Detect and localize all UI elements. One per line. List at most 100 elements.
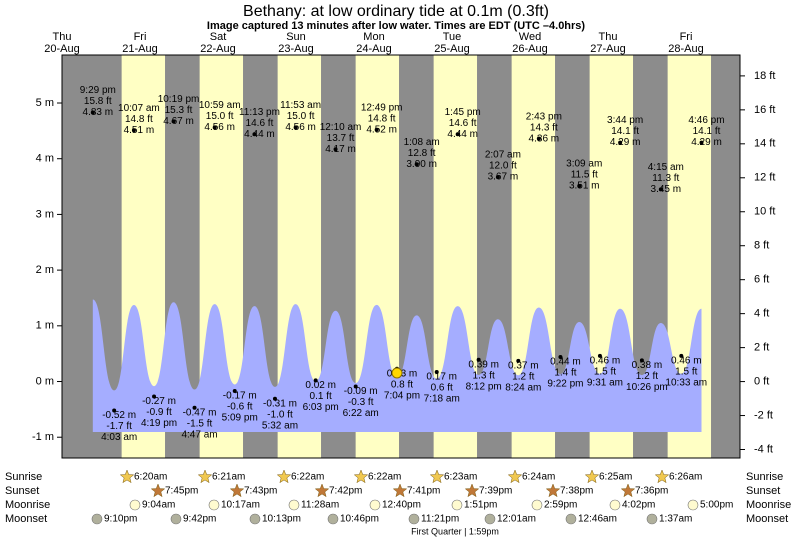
sun-icon xyxy=(507,469,523,484)
extreme-label: 3.67 m xyxy=(488,172,519,183)
moon-icon xyxy=(208,499,220,511)
extreme-label: 3:44 pm xyxy=(607,115,643,126)
extreme-label: 1:45 pm xyxy=(445,107,481,118)
moonset-time: 12:01am xyxy=(497,514,536,525)
extreme-label: 15.0 ft xyxy=(287,111,315,122)
extreme-dot xyxy=(455,132,460,137)
moon-icon xyxy=(170,513,182,525)
day-date: 28-Aug xyxy=(668,43,703,55)
moonset-time: 9:42pm xyxy=(183,514,216,525)
moonrise-time: 1:51pm xyxy=(464,500,497,511)
extreme-dot xyxy=(152,394,157,399)
extreme-label: 4:03 am xyxy=(101,432,137,443)
extreme-dot xyxy=(597,353,602,358)
extreme-label: 4.83 m xyxy=(83,107,114,118)
moon-icon xyxy=(687,499,699,511)
extreme-dot xyxy=(414,162,419,167)
extreme-label: 0.46 m xyxy=(590,356,621,367)
extreme-label: 4.56 m xyxy=(204,122,235,133)
sunset-time: 7:42pm xyxy=(329,486,362,497)
extreme-label: -1.5 ft xyxy=(187,418,213,429)
y-tick-label: -1 m xyxy=(32,431,54,443)
extreme-label: 9:31 am xyxy=(587,378,623,389)
extreme-label: 1.4 ft xyxy=(554,368,576,379)
y-tick-label: 1 m xyxy=(36,320,54,332)
moon-icon xyxy=(565,513,577,525)
extreme-label: 1.5 ft xyxy=(594,367,616,378)
extreme-dot xyxy=(495,175,500,180)
day-date: 27-Aug xyxy=(590,43,625,55)
row-label: Sunrise xyxy=(5,471,42,483)
y2-tick-label: 10 ft xyxy=(754,206,775,218)
row-label: Moonrise xyxy=(5,499,50,511)
moonset-time: 11:21pm xyxy=(421,514,459,525)
sun-icon xyxy=(392,483,408,498)
extreme-label: 12:10 am xyxy=(320,122,362,133)
extreme-label: 6:03 pm xyxy=(303,402,339,413)
sun-icon xyxy=(464,483,480,498)
extreme-label: 4.44 m xyxy=(447,129,478,140)
extreme-label: 2:07 am xyxy=(485,150,521,161)
extreme-label: 11:53 am xyxy=(280,100,321,111)
day-name: Mon xyxy=(363,31,384,43)
extreme-label: 14.3 ft xyxy=(530,122,558,133)
moon-icon xyxy=(451,499,463,511)
moon-icon xyxy=(484,513,496,525)
sun-icon xyxy=(314,483,330,498)
plot-frame xyxy=(61,54,741,459)
extreme-label: 5:32 am xyxy=(262,420,298,431)
extreme-label: 4.56 m xyxy=(285,122,316,133)
sunrise-time: 6:25am xyxy=(599,472,632,483)
extreme-label: 10:26 pm xyxy=(626,382,668,393)
moon-phase: First Quarter | 1:59pm xyxy=(411,526,499,536)
extreme-dot xyxy=(618,140,623,145)
row-label: Moonset xyxy=(5,513,47,525)
extreme-dot xyxy=(252,132,257,137)
moon-icon xyxy=(609,499,621,511)
extreme-label: 0.38 m xyxy=(632,360,663,371)
extreme-label: 0.17 m xyxy=(426,372,457,383)
extreme-label: 6:22 am xyxy=(343,408,379,419)
sunrise-time: 6:22am xyxy=(368,472,401,483)
moonset-time: 9:10pm xyxy=(104,514,137,525)
extreme-label: 3:09 am xyxy=(566,159,602,170)
extreme-dot xyxy=(272,396,277,401)
extreme-label: -0.17 m xyxy=(223,391,257,402)
day-name: Thu xyxy=(53,31,72,43)
extreme-label: 15.3 ft xyxy=(165,105,193,116)
day-name: Fri xyxy=(134,31,147,43)
extreme-label: 11:13 pm xyxy=(239,107,280,118)
sunset-time: 7:38pm xyxy=(560,486,593,497)
sunrise-time: 6:21am xyxy=(212,472,245,483)
day-name: Fri xyxy=(680,31,693,43)
row-label: Moonset xyxy=(746,513,788,525)
extreme-label: 4:46 pm xyxy=(688,115,724,126)
moonset-time: 10:13pm xyxy=(262,514,301,525)
extreme-label: 14.8 ft xyxy=(125,114,153,125)
extreme-label: -0.6 ft xyxy=(227,402,253,413)
extreme-label: 2:43 pm xyxy=(526,111,562,122)
extreme-dot xyxy=(232,388,237,393)
extreme-label: 10:19 pm xyxy=(158,94,200,105)
extreme-label: 14.1 ft xyxy=(693,126,721,137)
extreme-dot xyxy=(112,408,117,413)
row-label: Sunset xyxy=(5,485,39,497)
sunset-time: 7:41pm xyxy=(407,486,440,497)
y-tick-label: 3 m xyxy=(36,208,54,220)
sunset-time: 7:43pm xyxy=(244,486,277,497)
extreme-label: 4.67 m xyxy=(163,116,194,127)
extreme-dot xyxy=(333,147,338,152)
moon-icon xyxy=(91,513,103,525)
current-marker xyxy=(391,367,403,379)
extreme-label: 3.90 m xyxy=(406,159,437,170)
sunrise-time: 6:22am xyxy=(291,472,324,483)
moon-icon xyxy=(408,513,420,525)
day-date: 25-Aug xyxy=(434,43,469,55)
extreme-dot xyxy=(679,353,684,358)
moonrise-time: 12:40pm xyxy=(382,500,421,511)
extreme-label: 14.1 ft xyxy=(611,126,639,137)
y2-tick-label: 16 ft xyxy=(754,104,775,116)
sunrise-time: 6:23am xyxy=(444,472,477,483)
extreme-label: 11.5 ft xyxy=(571,170,598,181)
